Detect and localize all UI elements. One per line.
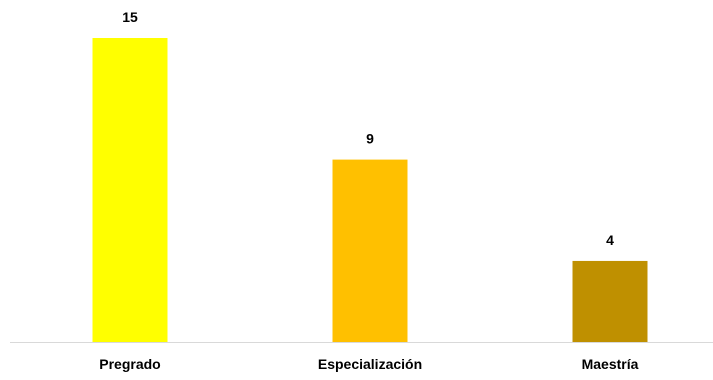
data-label-1: 15	[122, 9, 138, 25]
bar-2	[332, 159, 408, 342]
bar-1	[92, 38, 168, 342]
data-label-2: 9	[366, 131, 374, 147]
category-label-1: Pregrado	[99, 356, 160, 372]
bar-3	[572, 260, 648, 342]
category-label-3: Maestría	[582, 356, 639, 372]
category-label-2: Especialización	[318, 356, 422, 372]
data-label-3: 4	[606, 232, 614, 248]
bars-layer	[92, 38, 648, 342]
category-labels-layer: Pregrado Especialización Maestría	[99, 356, 638, 372]
